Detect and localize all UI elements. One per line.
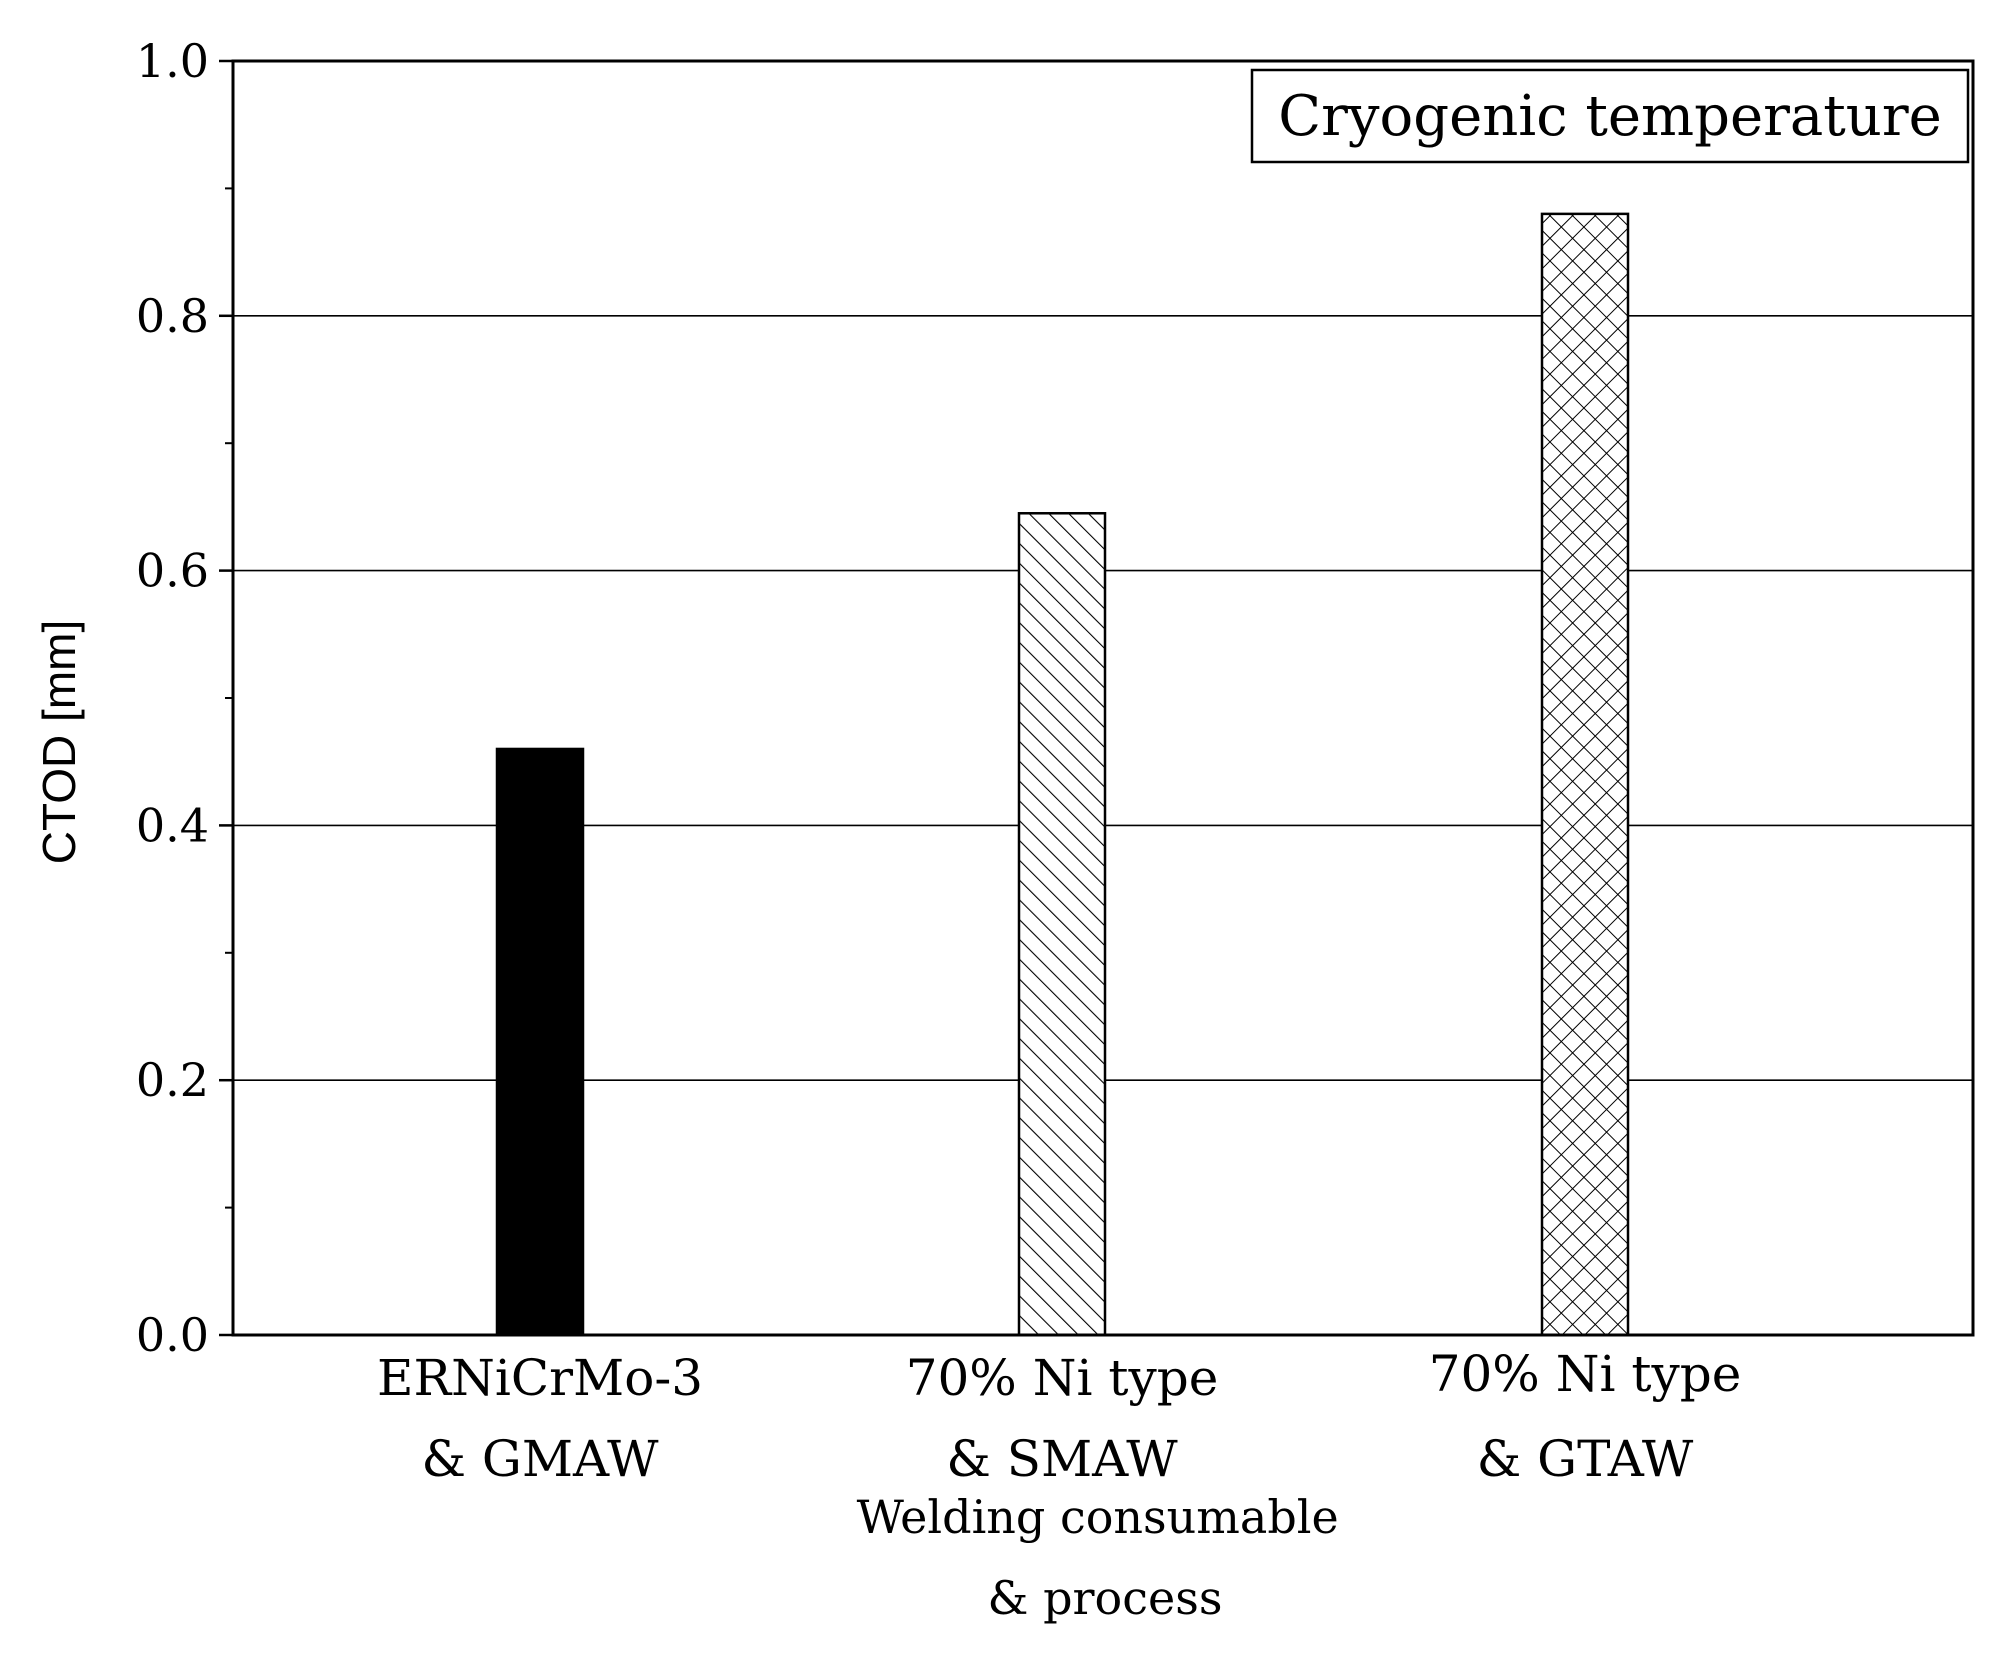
y-axis-tick-labels: 0.0 0.2 0.4 0.6 0.8 1.0 <box>136 34 209 1362</box>
x-category-label: ERNiCrMo-3 <box>377 1349 703 1407</box>
bar-1 <box>495 747 585 1337</box>
y-tick-label: 0.0 <box>136 1308 209 1362</box>
bars <box>495 212 1630 1337</box>
bar-2 <box>1017 512 1107 1337</box>
x-category-label: 70% Ni type <box>906 1349 1219 1407</box>
bar-3 <box>1540 212 1630 1337</box>
x-axis-label: Welding consumable & process <box>857 1490 1354 1625</box>
x-category-label: 70% Ni type <box>1429 1345 1742 1403</box>
y-tick-label: 0.4 <box>136 798 209 852</box>
x-axis-label-line-1: Welding consumable <box>857 1490 1339 1544</box>
annotation-text: Cryogenic temperature <box>1278 84 1941 149</box>
y-axis-ticks <box>219 59 233 1337</box>
x-category-label: & SMAW <box>946 1430 1178 1488</box>
x-axis-category-labels: ERNiCrMo-3 & GMAW 70% Ni type & SMAW 70% Ni … <box>377 1345 1741 1488</box>
x-axis-label-line-2: & process <box>988 1571 1223 1625</box>
y-tick-label: 0.8 <box>136 289 209 343</box>
x-category-label: & GMAW <box>421 1430 659 1488</box>
y-tick-label: 1.0 <box>136 34 209 88</box>
y-axis-label: CTOD [mm] <box>33 620 85 864</box>
annotation-frame <box>1250 68 1970 164</box>
y-tick-label: 0.6 <box>136 544 209 598</box>
y-tick-label: 0.2 <box>136 1053 209 1107</box>
annotation-box: Cryogenic temperature <box>1250 68 1970 164</box>
x-category-label: & GTAW <box>1477 1430 1694 1488</box>
